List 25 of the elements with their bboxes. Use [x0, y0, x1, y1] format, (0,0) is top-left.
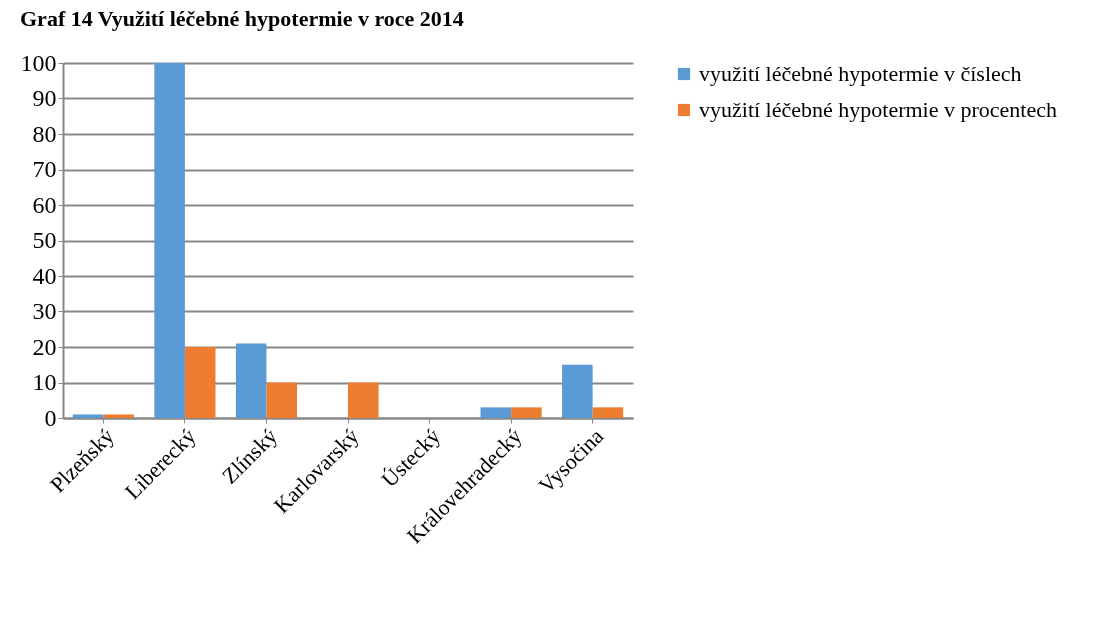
bar — [511, 407, 542, 418]
y-tick-label: 90 — [32, 85, 57, 111]
bar — [592, 407, 624, 418]
y-tick-label: 20 — [32, 333, 57, 360]
bar — [266, 382, 298, 418]
chart-title: Graf 14 Využití léčebné hypotermie v roce 2014 — [20, 6, 464, 31]
bar — [562, 364, 593, 418]
legend-label: využití léčebné hypotermie v procentech — [699, 97, 1057, 122]
bar — [154, 63, 185, 418]
bar — [103, 414, 134, 418]
y-tick-label: 50 — [32, 227, 57, 253]
y-tick-label: 0 — [44, 404, 57, 431]
bar — [480, 407, 512, 418]
y-tick-label: 60 — [32, 191, 57, 218]
y-tick-label: 10 — [32, 369, 57, 395]
y-tick-label: 40 — [32, 262, 57, 289]
legend-label: využití léčebné hypotermie v číslech — [699, 61, 1022, 86]
y-tick-label: 80 — [32, 120, 57, 147]
bar — [235, 343, 267, 418]
y-tick-label: 100 — [20, 49, 57, 76]
bar — [72, 414, 104, 418]
bar — [348, 382, 379, 418]
y-tick-label: 30 — [32, 298, 57, 324]
y-tick-label: 70 — [32, 156, 57, 182]
bar — [184, 347, 216, 418]
